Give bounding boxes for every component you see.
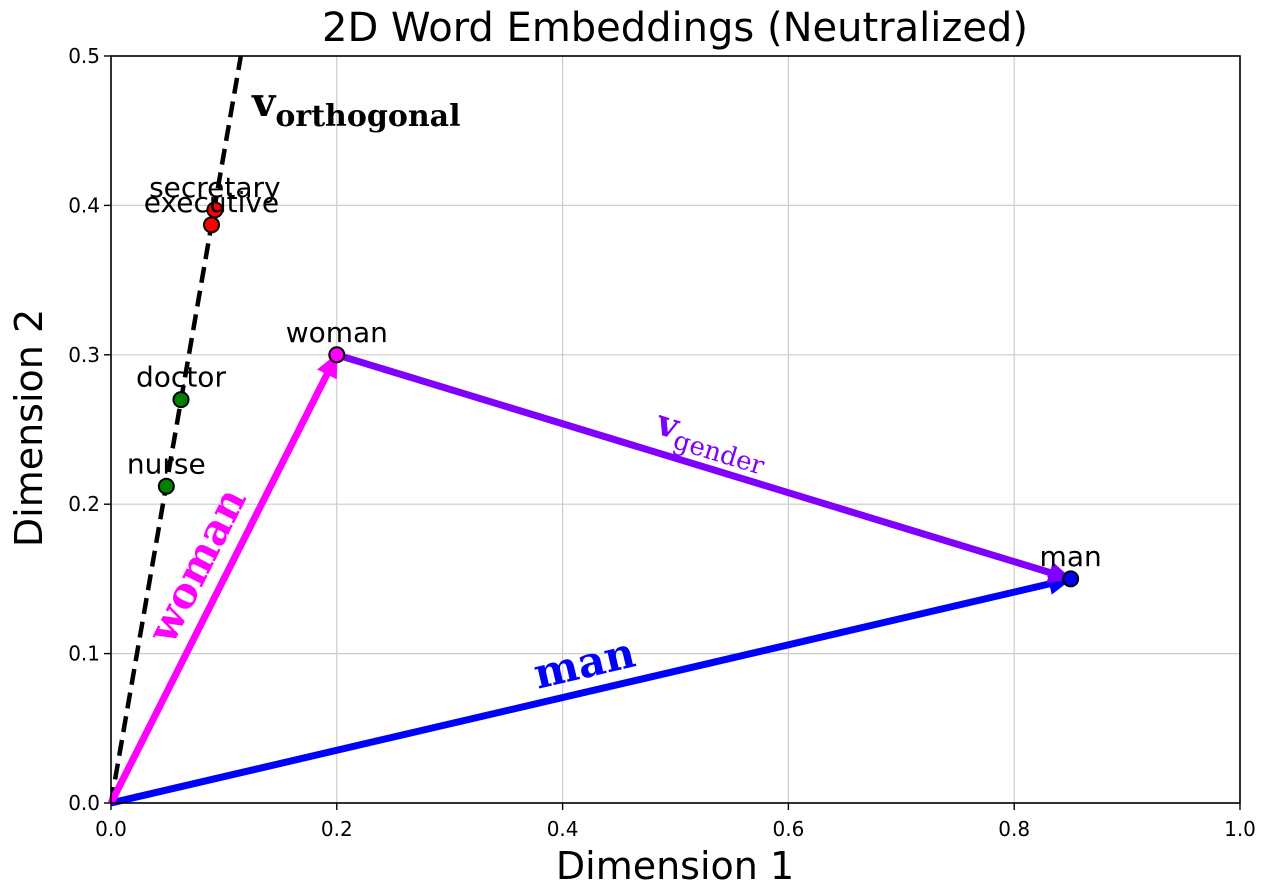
y-tick-label: 0.0 <box>68 791 100 815</box>
vectors <box>107 351 1073 807</box>
y-tick-label: 0.1 <box>68 642 100 666</box>
x-tick-label: 0.4 <box>547 817 579 841</box>
y-tick-label: 0.3 <box>68 343 100 367</box>
man-vector-label: man <box>529 628 640 699</box>
point-nurse <box>157 477 175 495</box>
axis-ticks: 0.0 0.2 0.4 0.6 0.8 1.0 0.0 0.1 0.2 0.3 0.4 0.5 <box>68 44 1256 841</box>
point-label-doctor: doctor <box>136 361 226 394</box>
y-tick-label: 0.5 <box>68 44 100 68</box>
gender-vector <box>335 351 1073 583</box>
x-tick-label: 1.0 <box>1224 817 1256 841</box>
point-label-executive: executive <box>144 186 279 219</box>
man-vector <box>110 573 1073 807</box>
chart-title: 2D Word Embeddings (Neutralized) <box>322 5 1028 51</box>
x-tick-label: 0.8 <box>998 817 1030 841</box>
point-label-secretary: secretary <box>149 171 281 204</box>
x-axis-label: Dimension 1 <box>556 844 794 885</box>
x-tick-label: 0.0 <box>95 817 127 841</box>
orthogonal-label: vorthogonal <box>251 79 460 134</box>
point-woman <box>328 346 346 364</box>
orthogonal-label-subscript: orthogonal <box>275 99 460 134</box>
plot-area-frame <box>110 55 1241 804</box>
orthogonal-label-main: v <box>251 79 277 126</box>
orthogonal-direction-line <box>108 55 244 804</box>
point-label-nurse: nurse <box>127 447 206 480</box>
point-label-man: man <box>1040 540 1102 573</box>
point-man <box>1062 570 1080 588</box>
woman-vector <box>107 353 340 805</box>
y-axis-label: Dimension 2 <box>7 309 51 547</box>
x-tick-label: 0.6 <box>772 817 804 841</box>
orthogonal-line: vorthogonal <box>108 55 461 804</box>
point-label-woman: woman <box>286 316 388 349</box>
y-tick-label: 0.4 <box>68 193 100 217</box>
x-tick-label: 0.2 <box>321 817 353 841</box>
point-executive <box>202 216 220 234</box>
point-doctor <box>172 391 190 409</box>
y-tick-label: 0.2 <box>68 492 100 516</box>
